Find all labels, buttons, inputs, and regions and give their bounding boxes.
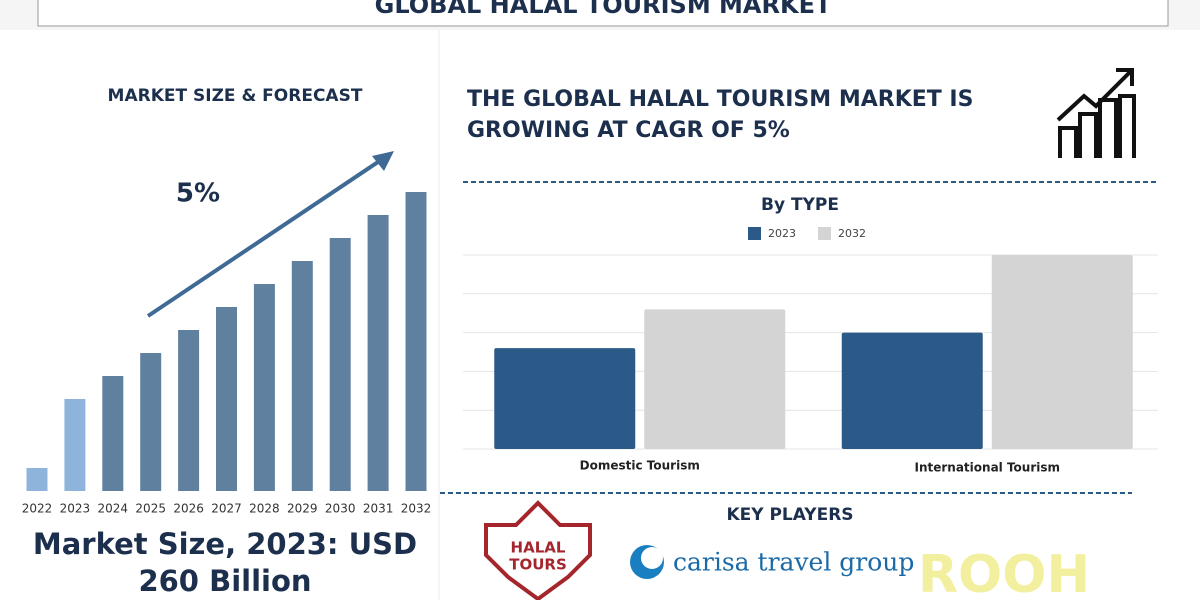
- legend-label: 2032: [838, 227, 866, 240]
- growth-icon: [1056, 68, 1136, 158]
- trend-arrow: [146, 156, 386, 318]
- bar: [140, 353, 162, 491]
- carisa-icon: [641, 547, 663, 569]
- logo-text: carisa travel group: [673, 548, 914, 577]
- halal-tours-logo: HALAL TOURS: [484, 500, 592, 600]
- headline: GROWING AT CAGR OF 5%: [467, 118, 790, 143]
- x-tick-label: 2032: [401, 502, 432, 516]
- bar: [329, 238, 351, 491]
- bar: [405, 192, 427, 491]
- bar: [291, 261, 313, 491]
- x-tick-label: 2027: [211, 502, 242, 516]
- logo-text: TOURS: [509, 556, 567, 574]
- bar: [367, 215, 389, 491]
- bar: [494, 348, 636, 449]
- bar: [991, 255, 1133, 449]
- x-tick-label: 2029: [287, 502, 318, 516]
- headline: THE GLOBAL HALAL TOURISM MARKET IS: [467, 87, 973, 112]
- logo-text: HALAL: [511, 539, 566, 557]
- x-tick-label: 2025: [135, 502, 166, 516]
- bar: [178, 330, 200, 491]
- arrow-head: [372, 151, 394, 171]
- legend-swatch: [748, 227, 761, 240]
- x-tick-label: 2023: [60, 502, 91, 516]
- right-chart-title: By TYPE: [761, 195, 839, 215]
- page-title: GLOBAL HALAL TOURISM MARKET: [375, 0, 832, 19]
- x-tick-label: 2026: [173, 502, 204, 516]
- x-tick-label: Domestic Tourism: [580, 459, 700, 473]
- bar: [102, 376, 124, 491]
- x-tick-label: 2031: [363, 502, 394, 516]
- logo-text: ROOH: [918, 545, 1090, 600]
- market-size: 260 Billion: [138, 564, 311, 598]
- x-tick-label: International Tourism: [914, 461, 1060, 475]
- bar: [64, 399, 86, 491]
- legend-swatch: [818, 227, 831, 240]
- market-size: Market Size, 2023: USD: [33, 527, 417, 561]
- bar: [253, 284, 275, 491]
- x-tick-label: 2024: [98, 502, 129, 516]
- left-chart-title: MARKET SIZE & FORECAST: [108, 86, 363, 106]
- x-tick-label: 2030: [325, 502, 356, 516]
- key-players-title: KEY PLAYERS: [726, 505, 853, 525]
- bar: [644, 309, 786, 449]
- cagr-annotation: 5%: [176, 179, 220, 209]
- title-box: [37, 0, 1169, 27]
- x-tick-label: 2022: [22, 502, 53, 516]
- bar: [26, 468, 48, 491]
- bar: [216, 307, 237, 491]
- x-tick-label: 2028: [249, 502, 280, 516]
- legend-label: 2023: [768, 227, 796, 240]
- bar: [841, 332, 983, 449]
